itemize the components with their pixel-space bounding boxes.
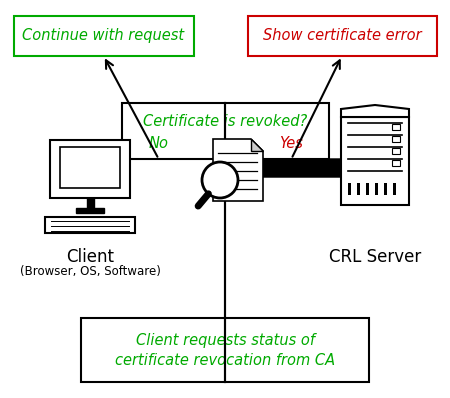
Bar [393, 183, 396, 195]
Polygon shape [341, 105, 409, 117]
Text: Continue with request: Continue with request [22, 28, 184, 43]
Bar [81, 318, 369, 382]
Text: Client requests status of
certificate revocation from CA: Client requests status of certificate re… [115, 333, 335, 368]
Bar [14, 16, 194, 56]
Bar [122, 103, 328, 159]
Bar [86, 198, 94, 208]
Bar [60, 147, 120, 187]
Bar [248, 16, 436, 56]
Text: CRL Server: CRL Server [329, 248, 421, 266]
Text: Certificate is revoked?: Certificate is revoked? [143, 114, 307, 129]
Bar [50, 140, 130, 198]
Text: Show certificate error: Show certificate error [263, 28, 421, 43]
Polygon shape [213, 139, 263, 201]
Text: No: No [149, 136, 169, 151]
Text: Client: Client [66, 248, 114, 266]
Bar [392, 124, 400, 130]
Bar [348, 183, 351, 195]
Bar [45, 217, 135, 233]
Bar [392, 136, 400, 142]
Bar [384, 183, 387, 195]
Polygon shape [251, 139, 263, 151]
Bar [392, 148, 400, 154]
Bar [375, 183, 378, 195]
Bar [341, 117, 409, 205]
Bar [366, 183, 369, 195]
Text: Yes: Yes [279, 136, 303, 151]
Bar [392, 160, 400, 166]
Bar [357, 183, 360, 195]
Text: (Browser, OS, Software): (Browser, OS, Software) [19, 265, 161, 278]
Circle shape [202, 162, 238, 198]
Bar [76, 208, 104, 213]
